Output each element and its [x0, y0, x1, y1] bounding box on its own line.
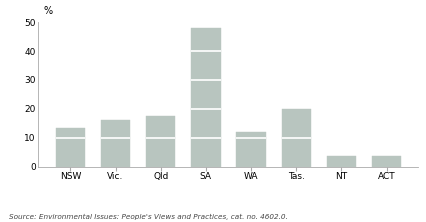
- Bar: [326, 156, 355, 166]
- Bar: [101, 120, 130, 166]
- Bar: [281, 109, 310, 166]
- Bar: [371, 156, 400, 166]
- Text: Source: Environmental Issues: People's Views and Practices, cat. no. 4602.0.: Source: Environmental Issues: People's V…: [9, 214, 287, 220]
- Bar: [236, 132, 265, 166]
- Bar: [191, 28, 220, 166]
- Bar: [146, 116, 175, 166]
- Text: %: %: [43, 6, 52, 16]
- Bar: [55, 127, 85, 166]
